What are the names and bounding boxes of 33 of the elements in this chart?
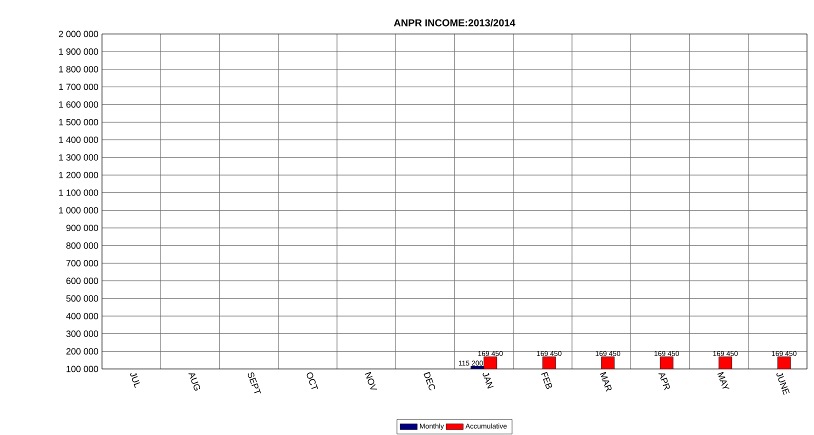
- x-tick-label: JUL: [130, 372, 140, 388]
- y-tick-label: 600 000: [66, 278, 98, 284]
- x-tick-label: SEPT: [248, 372, 261, 394]
- y-tick-label: 400 000: [66, 312, 98, 320]
- x-tick-label: FEB: [541, 372, 552, 389]
- x-tick-label: MAY: [717, 372, 730, 389]
- y-tick-label: 1 400 000: [59, 136, 98, 143]
- y-tick-label: 1 700 000: [59, 84, 98, 90]
- x-tick-label: OCT: [306, 372, 318, 390]
- x-tick-label: DEC: [424, 372, 436, 390]
- y-tick-label: 1 100 000: [59, 189, 98, 196]
- y-tick-label: 700 000: [66, 260, 98, 266]
- x-tick-label: JAN: [482, 372, 494, 389]
- y-tick-label: 1 500 000: [59, 118, 98, 126]
- y-tick-label: 1 200 000: [59, 172, 98, 178]
- y-tick-label: 500 000: [66, 295, 98, 302]
- x-tick-label: JUNE: [776, 372, 790, 396]
- y-tick-label: 300 000: [66, 330, 98, 337]
- y-tick-label: 1 900 000: [59, 48, 98, 55]
- y-tick-label: 2 000 000: [58, 30, 98, 38]
- y-tick-label: 800 000: [66, 242, 98, 249]
- y-tick-label: 1 000 000: [59, 207, 98, 214]
- y-tick-label: 900 000: [66, 224, 98, 232]
- x-tick-label: AUG: [188, 373, 200, 391]
- y-tick-label: 1 800 000: [59, 66, 98, 72]
- x-tick-label: NOV: [364, 372, 378, 390]
- y-tick-label: 100 000: [66, 366, 98, 372]
- y-tick-label: 1 600 000: [59, 101, 98, 108]
- y-tick-label: 1 300 000: [59, 154, 98, 161]
- chart-title: ANPR INCOME:2013/2014: [394, 19, 516, 26]
- y-tick-label: 200 000: [66, 348, 98, 355]
- x-tick-label: MAR: [600, 372, 612, 392]
- x-tick-label: APR: [658, 373, 670, 390]
